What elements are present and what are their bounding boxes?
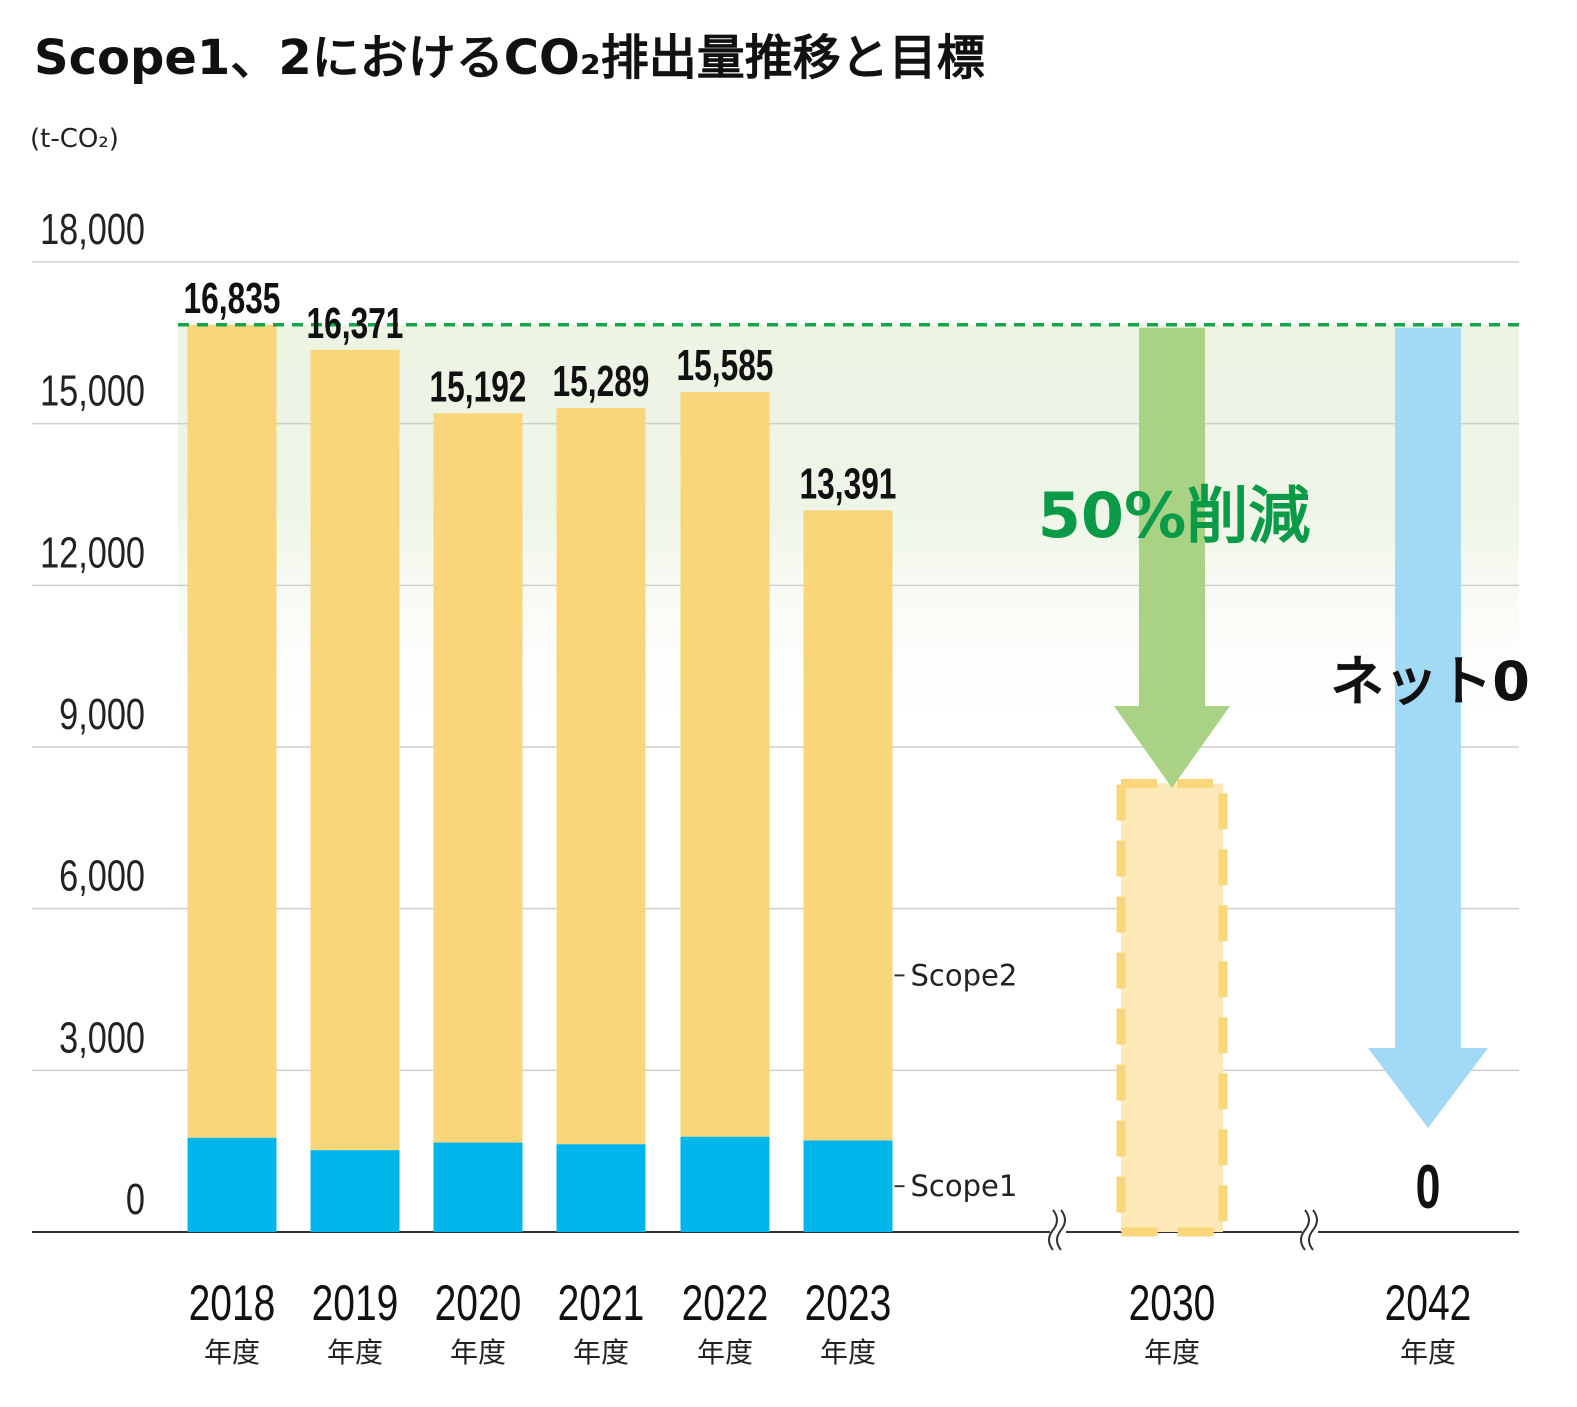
reduction-arrow — [1114, 327, 1230, 788]
x-tick-year: 2042 — [1385, 1274, 1472, 1331]
axis-break-mark — [1300, 1209, 1310, 1251]
bar-scope2 — [556, 408, 646, 1145]
bar-scope2 — [310, 349, 400, 1151]
net-zero-value-label: 0 — [1416, 1153, 1441, 1222]
gridlines-layer: 18,000 15,000 12,000 9,000 6,000 3,000 0 — [32, 205, 1519, 1233]
bar-total-label: 15,289 — [553, 357, 650, 406]
x-tick-year: 2019 — [312, 1274, 399, 1331]
bar-scope2 — [803, 510, 893, 1141]
bar-scope1 — [556, 1144, 646, 1232]
bar-scope1 — [803, 1140, 893, 1232]
targets-layer — [178, 323, 1519, 1252]
y-tick-label: 18,000 — [40, 205, 145, 254]
bar-total-label: 15,192 — [430, 362, 527, 411]
axis-break-gap — [1302, 1212, 1318, 1252]
target-2030-bar — [1116, 778, 1228, 1237]
scope2-legend-label: Scope2 — [911, 958, 1018, 992]
x-tick-unit: 年度 — [820, 1336, 876, 1369]
x-tick-unit: 年度 — [204, 1336, 260, 1369]
bar-scope1 — [433, 1142, 523, 1232]
x-tick-unit: 年度 — [1144, 1336, 1200, 1369]
y-axis-unit: (t-CO₂) — [30, 124, 119, 154]
y-tick-label: 15,000 — [40, 367, 145, 416]
bar-scope2 — [680, 392, 770, 1137]
reduction-target-label: 50%削減 — [1038, 479, 1310, 552]
x-tick-year: 2018 — [189, 1274, 276, 1331]
x-tick-unit: 年度 — [1400, 1336, 1456, 1369]
y-tick-label: 3,000 — [59, 1013, 145, 1062]
labels-layer: 16,835 2018 年度 16,371 2019 年度 15,192 2020 年度 15,2… — [184, 274, 1530, 1369]
net-zero-arrow — [1368, 327, 1488, 1129]
x-tick-unit: 年度 — [573, 1336, 629, 1369]
x-tick-year: 2023 — [805, 1274, 892, 1331]
axis-break-mark — [1056, 1209, 1066, 1251]
bars-layer — [187, 324, 893, 1232]
axis-break-gap — [1050, 1212, 1066, 1252]
x-tick-year: 2030 — [1129, 1274, 1216, 1331]
bar-scope2 — [433, 413, 523, 1143]
y-tick-label: 6,000 — [59, 852, 145, 901]
x-tick-unit: 年度 — [327, 1336, 383, 1369]
chart-title: Scope1、2におけるCO₂排出量推移と目標 — [34, 30, 985, 86]
bar-total-label: 16,835 — [184, 274, 281, 323]
axis-break-mark — [1048, 1209, 1058, 1251]
x-tick-year: 2020 — [435, 1274, 522, 1331]
bar-scope2 — [187, 324, 277, 1138]
y-tick-label: 0 — [126, 1175, 145, 1224]
bar-total-label: 13,391 — [800, 459, 897, 508]
y-tick-label: 9,000 — [59, 690, 145, 739]
bar-scope1 — [310, 1150, 400, 1232]
net-zero-label: ネット0 — [1330, 650, 1530, 713]
x-tick-unit: 年度 — [697, 1336, 753, 1369]
bar-total-label: 15,585 — [677, 341, 774, 390]
x-tick-unit: 年度 — [450, 1336, 506, 1369]
y-tick-label: 12,000 — [40, 528, 145, 577]
bar-scope1 — [680, 1136, 770, 1232]
axis-break-mark — [1308, 1209, 1318, 1251]
x-tick-year: 2021 — [558, 1274, 645, 1331]
x-tick-year: 2022 — [682, 1274, 769, 1331]
bar-total-label: 16,371 — [307, 299, 404, 348]
bar-scope1 — [187, 1137, 277, 1232]
scope1-legend-label: Scope1 — [911, 1169, 1018, 1203]
